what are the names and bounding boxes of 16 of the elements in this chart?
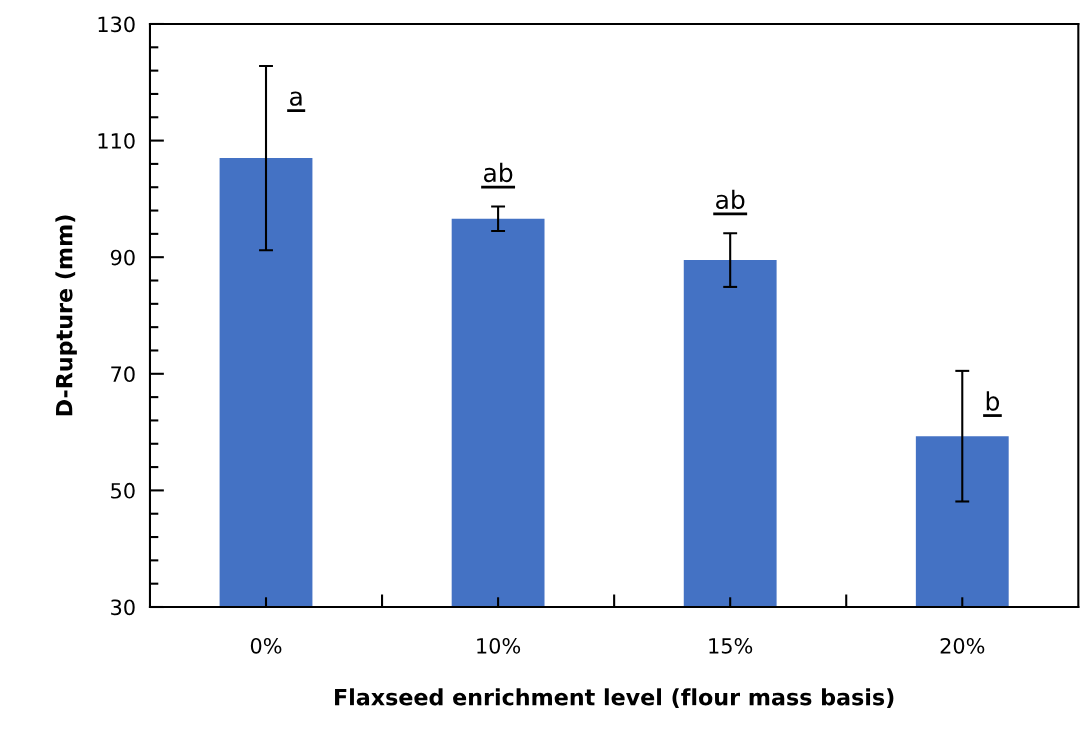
x-axis-title: Flaxseed enrichment level (flour mass basis): [335, 688, 894, 709]
annotation: ab: [716, 189, 745, 209]
y-tick-label: 130: [98, 16, 135, 33]
y-axis-title: D-Rupture (mm): [55, 215, 77, 416]
annotation: b: [986, 391, 1000, 411]
y-tick-label: 110: [98, 133, 135, 149]
y-tick-label: 70: [111, 366, 135, 383]
x-tick-label: 15%: [709, 637, 753, 654]
annotation: a: [290, 91, 302, 106]
x-tick-label: 0%: [250, 637, 282, 654]
annotation: ab: [484, 162, 513, 183]
x-tick-label: 10%: [477, 637, 521, 654]
y-tick-label: 30: [111, 599, 135, 616]
y-tick-label: 90: [110, 249, 135, 266]
x-tick-label: 20%: [940, 637, 985, 654]
y-tick-label: 50: [111, 482, 135, 499]
